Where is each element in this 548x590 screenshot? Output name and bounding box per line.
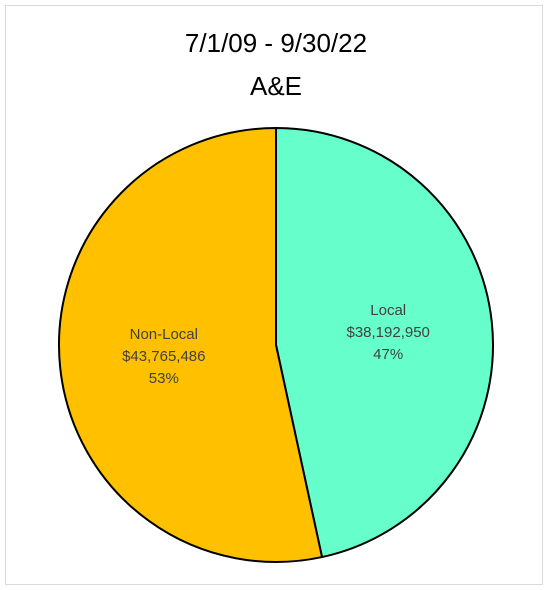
slice-percent: 53%	[149, 370, 179, 387]
chart-title: 7/1/09 - 9/30/22	[185, 28, 367, 58]
pie-slice	[275, 127, 494, 559]
slice-percent: 47%	[373, 346, 403, 363]
slice-name: Local	[370, 302, 406, 319]
pie-slice	[58, 127, 323, 563]
slice-value: $43,765,486	[122, 348, 205, 365]
chart-subtitle: A&E	[250, 71, 302, 101]
slice-name: Non-Local	[130, 326, 198, 343]
slice-value: $38,192,950	[346, 324, 429, 341]
